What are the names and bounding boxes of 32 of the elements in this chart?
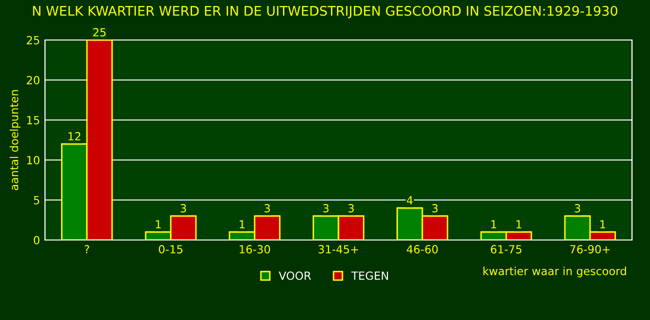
x-tick-label: 31-45+: [318, 245, 358, 254]
x-tick-label: ?: [84, 245, 90, 254]
data-label: 3: [264, 204, 270, 212]
legend-label: TEGEN: [351, 271, 388, 280]
data-label: 1: [516, 220, 522, 228]
x-tick-label: 76-90+: [570, 245, 610, 254]
x-tick-label: 61-75: [490, 245, 522, 254]
y-tick-label: 15: [27, 116, 40, 124]
data-label: 25: [93, 28, 106, 36]
data-label: 12: [68, 132, 80, 140]
y-tick-label: 10: [27, 156, 40, 164]
legend-label: VOOR: [278, 271, 312, 280]
x-tick-label: 16-30: [240, 245, 270, 254]
y-tick-label: 20: [26, 76, 40, 84]
data-label: 3: [180, 204, 186, 212]
y-axis-title: aantal doelpunten: [10, 90, 20, 190]
data-label: 3: [348, 204, 354, 212]
x-tick-label: 46-60: [406, 245, 438, 254]
data-label: 3: [432, 204, 438, 212]
y-tick-label: 25: [26, 36, 40, 44]
data-label: 3: [574, 204, 580, 212]
chart-title: N WELK KWARTIER WERD ER IN DE UITWEDSTRIJDEN GESCOORD IN SEIZOEN:1929-1930: [33, 6, 618, 18]
data-label: 1: [491, 220, 496, 228]
y-tick-label: 5: [34, 196, 40, 204]
x-axis-title: kwartier waar in gescoord: [483, 266, 626, 278]
data-label: 1: [240, 220, 245, 228]
data-label: 4: [406, 196, 413, 204]
x-tick-label: 0-15: [158, 245, 182, 254]
data-label: 1: [156, 220, 161, 228]
data-label: 3: [323, 204, 329, 212]
data-label: 1: [600, 220, 606, 228]
y-tick-label: 0: [34, 236, 40, 244]
